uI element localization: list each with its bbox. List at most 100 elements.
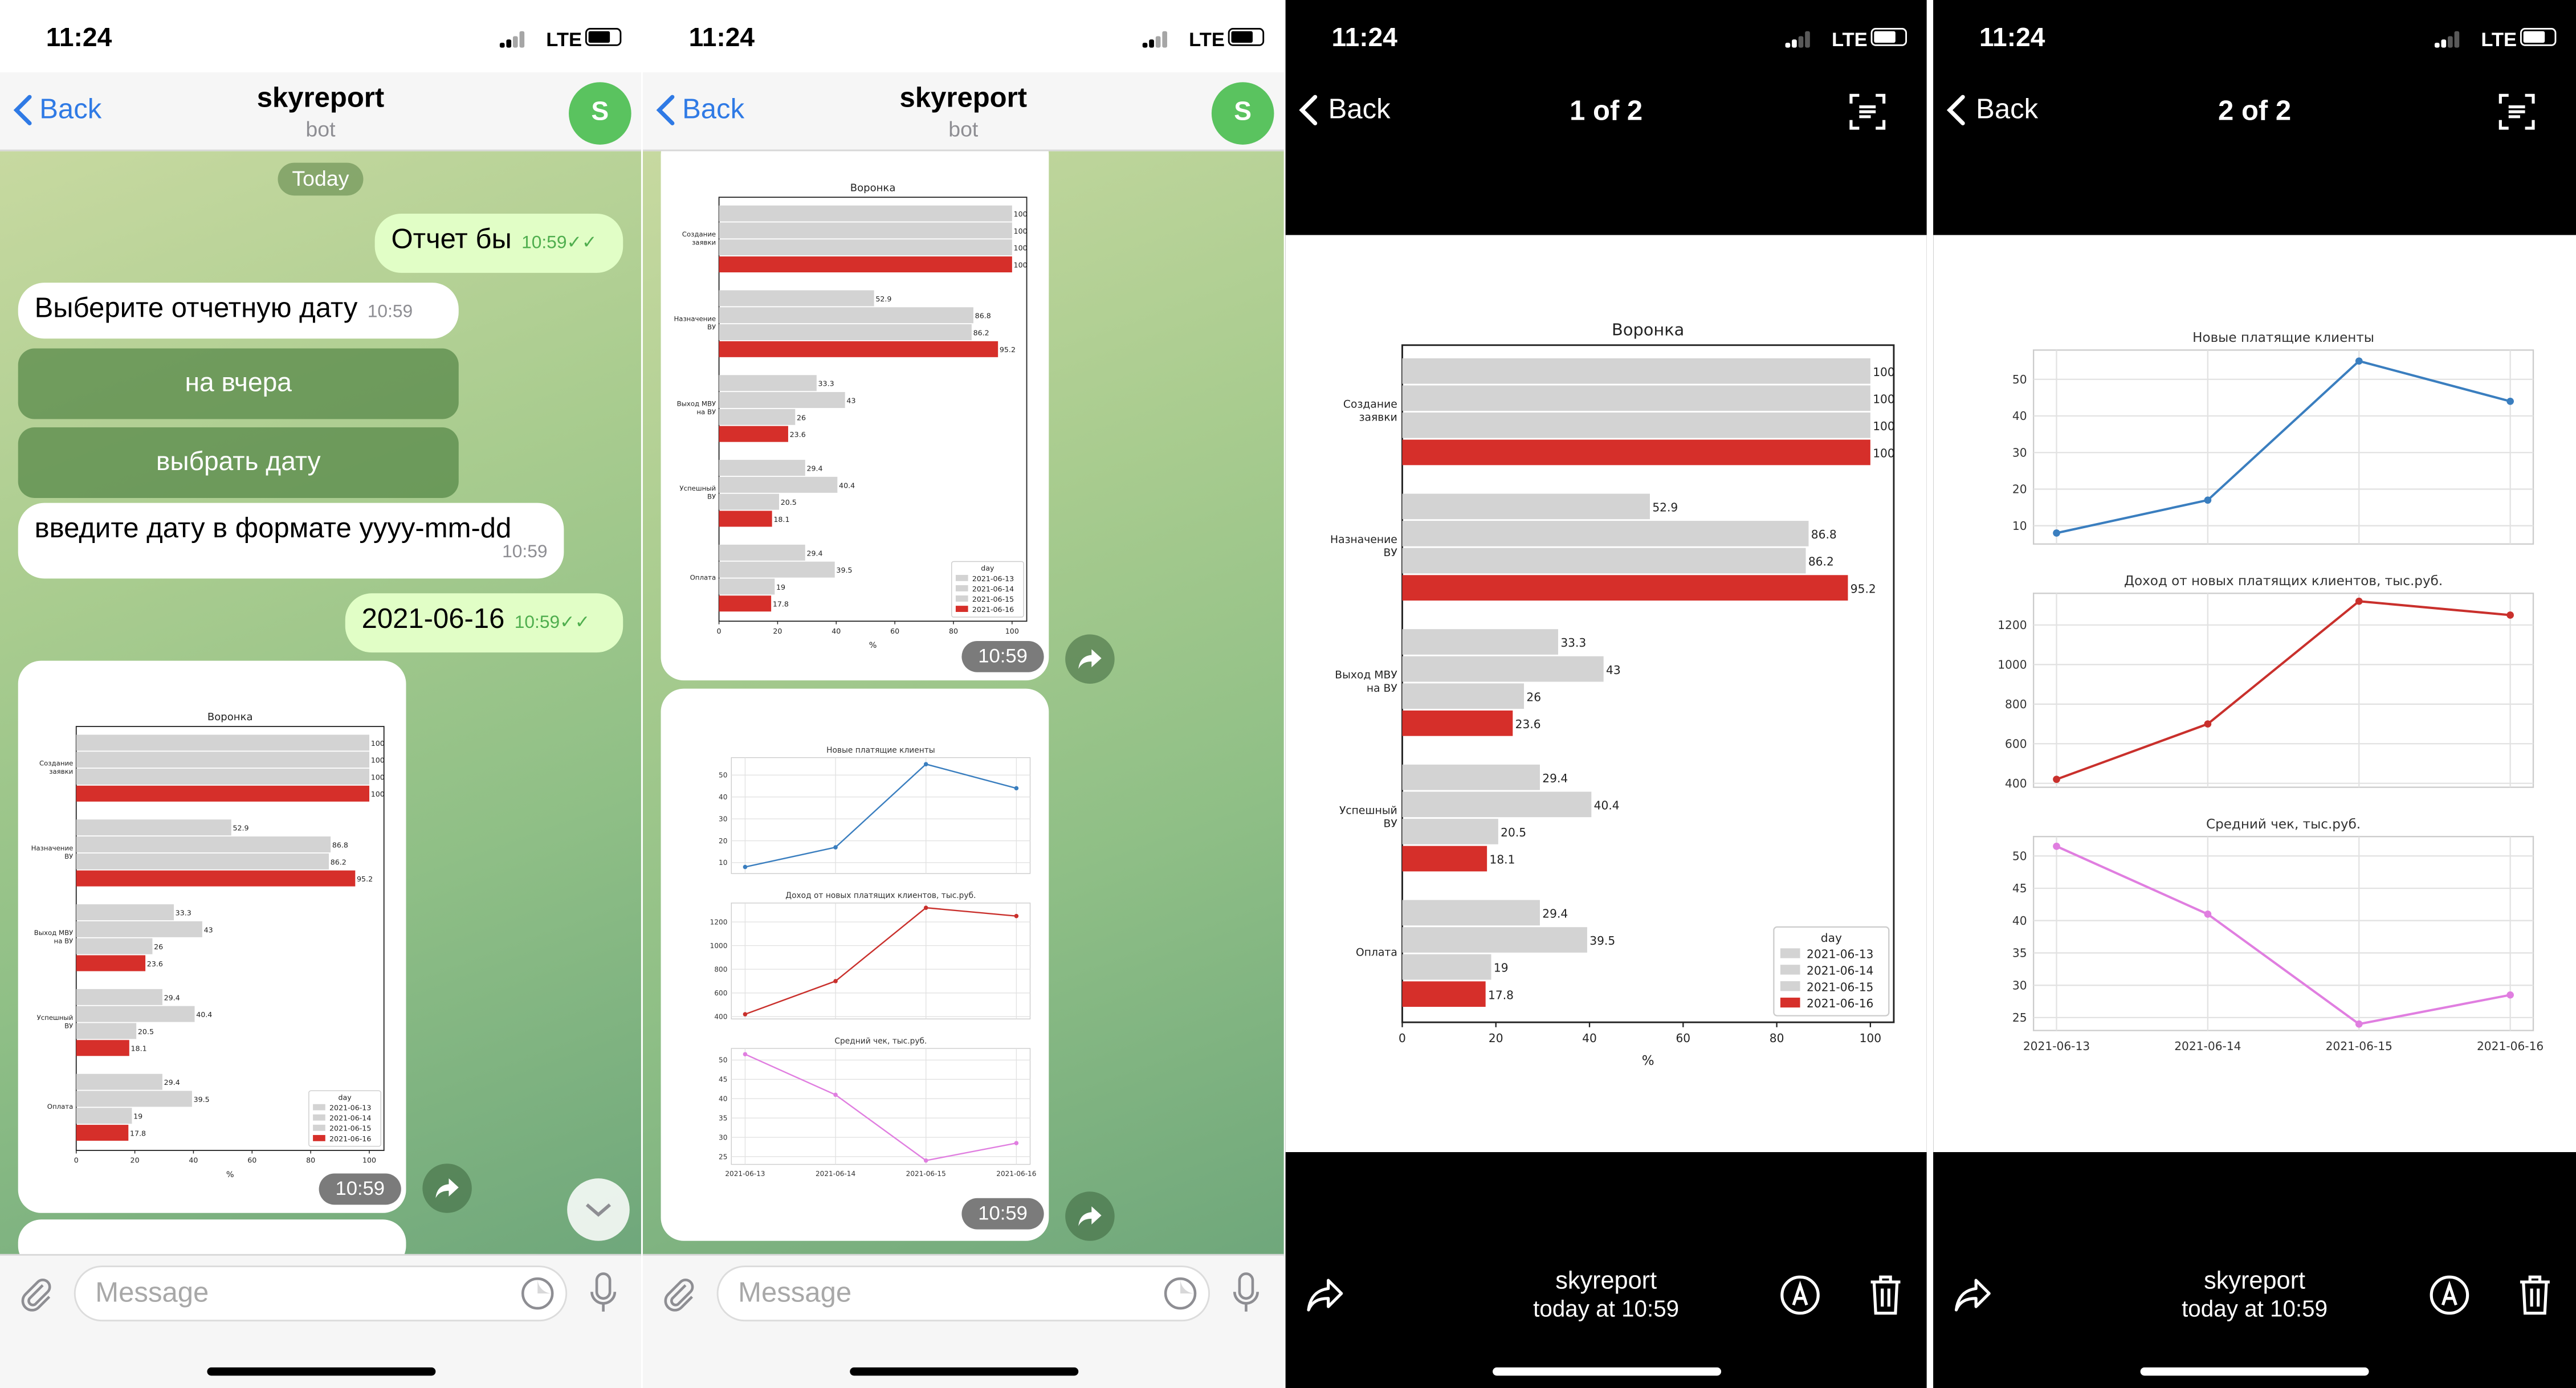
data-label: 100 (371, 739, 385, 748)
data-label: 40.4 (1594, 798, 1620, 812)
bar (1402, 575, 1848, 601)
y-tick-label: 40 (719, 1095, 727, 1103)
y-tick-label: 30 (719, 1133, 727, 1141)
data-label: 39.5 (194, 1095, 210, 1104)
legend-swatch (1780, 997, 1800, 1008)
mic-icon[interactable] (1231, 1272, 1261, 1315)
series-line (744, 1054, 1017, 1162)
y-tick-label: 30 (2012, 446, 2027, 459)
mic-icon[interactable] (589, 1272, 618, 1315)
photo-metrics[interactable]: Новые платящие клиенты 10 20 30 40 50 Доход от… (661, 688, 1049, 1241)
avatar[interactable]: S (1211, 82, 1274, 145)
data-label: 86.2 (973, 328, 989, 337)
legend-entry: 2021-06-13 (972, 574, 1014, 583)
category-label: Создание (39, 760, 73, 768)
photo-viewer-2: 11:24 LTE Back 2 of 2 Новые платящие кли… (1933, 0, 2576, 1388)
plot-frame (718, 197, 1028, 622)
x-tick-label: 80 (306, 1156, 315, 1165)
bar (1402, 954, 1491, 980)
share-icon[interactable] (1305, 1277, 1344, 1313)
back-button[interactable]: Back (656, 93, 744, 126)
markup-icon[interactable] (2428, 1273, 2471, 1316)
x-tick-label: 80 (1770, 1031, 1784, 1045)
keyboard-button-yesterday[interactable]: на вчера (18, 348, 459, 419)
bar (719, 222, 1012, 239)
category-label: на ВУ (696, 408, 716, 416)
chart-title: Доход от новых платящих клиентов, тыс.ру… (785, 891, 976, 900)
viewer-image[interactable]: Воронка Создание заявки 100 100 100 100 Назначе… (1285, 235, 1927, 1153)
y-tick-label: 30 (2012, 978, 2027, 992)
attach-icon[interactable] (18, 1275, 54, 1312)
bar (76, 904, 174, 921)
y-tick-label: 45 (2012, 881, 2027, 895)
share-button[interactable] (1065, 1191, 1115, 1241)
back-button[interactable]: Back (1299, 93, 1391, 126)
x-tick-label: 20 (131, 1156, 140, 1165)
share-button[interactable] (422, 1164, 472, 1213)
viewer-image[interactable]: Новые платящие клиенты 10 20 30 40 50 Доход от… (1933, 235, 2576, 1153)
data-label: 52.9 (875, 295, 891, 303)
scan-text-icon[interactable] (1848, 92, 1887, 132)
trash-icon[interactable] (1868, 1273, 1904, 1316)
bar (76, 1125, 129, 1141)
bar (719, 290, 874, 307)
y-tick-label: 50 (2012, 373, 2027, 386)
data-label: 19 (1494, 961, 1509, 975)
x-tick-label: 100 (362, 1156, 376, 1165)
y-tick-label: 400 (2005, 777, 2027, 790)
sticker-icon[interactable] (520, 1275, 556, 1311)
x-tick-label: 0 (74, 1156, 79, 1165)
series-line (2056, 360, 2511, 534)
markup-icon[interactable] (1779, 1273, 1821, 1316)
chat-header: Back skyreport bot S (0, 72, 641, 152)
y-tick-label: 800 (2005, 697, 2027, 711)
back-button[interactable]: Back (13, 93, 101, 126)
y-tick-label: 50 (719, 1056, 727, 1064)
data-label: 29.4 (806, 464, 822, 472)
legend-box (308, 1090, 382, 1147)
data-label: 23.6 (790, 430, 806, 439)
chart-container: Воронка Создание заявки 100 100 100 100 Назначе… (661, 181, 1033, 654)
bar (1402, 629, 1559, 655)
scan-text-icon[interactable] (2497, 92, 2537, 132)
viewer-sender: skyreport (2204, 1267, 2306, 1295)
data-label: 40.4 (196, 1010, 212, 1019)
message-bubble: введите дату в формате yyyy-mm-dd 10:59 (18, 503, 564, 579)
bar (76, 1006, 195, 1022)
data-label: 43 (846, 396, 855, 405)
avatar[interactable]: S (569, 82, 631, 145)
bar (1402, 656, 1604, 682)
status-time: 11:24 (688, 25, 755, 53)
x-tick-label: 2021-06-15 (906, 1170, 946, 1178)
message-input[interactable]: Message (74, 1265, 568, 1322)
bar (1402, 791, 1592, 818)
bar (1402, 493, 1650, 520)
y-tick-label: 45 (719, 1076, 727, 1084)
message-time: 10:59 (521, 233, 567, 254)
trash-icon[interactable] (2517, 1273, 2553, 1316)
battery-icon (1870, 28, 1907, 46)
bar (76, 1091, 192, 1107)
sticker-icon[interactable] (1162, 1275, 1198, 1311)
back-button[interactable]: Back (1946, 93, 2038, 126)
data-point (833, 979, 838, 983)
y-tick-label: 20 (2012, 483, 2027, 496)
photo-funnel[interactable]: Воронка Создание заявки 100 100 100 100 Назначе… (661, 131, 1049, 681)
data-label: 29.4 (806, 549, 822, 557)
x-tick-label: 2021-06-16 (996, 1170, 1036, 1178)
attach-icon[interactable] (661, 1275, 697, 1312)
chart-title: Воронка (1612, 320, 1684, 339)
scroll-down-button[interactable] (567, 1178, 630, 1241)
bar (719, 544, 805, 561)
bar (76, 734, 370, 751)
share-icon[interactable] (1953, 1277, 1992, 1313)
keyboard-button-pick-date[interactable]: выбрать дату (18, 427, 459, 499)
message-input[interactable]: Message (716, 1265, 1210, 1322)
chevron-left-icon (1299, 95, 1318, 125)
data-label: 23.6 (1515, 717, 1541, 731)
share-button[interactable] (1065, 634, 1115, 684)
photo-funnel[interactable]: Воронка Создание заявки 100 100 100 100 Назначе… (18, 660, 406, 1213)
plot-frame (2032, 593, 2534, 788)
